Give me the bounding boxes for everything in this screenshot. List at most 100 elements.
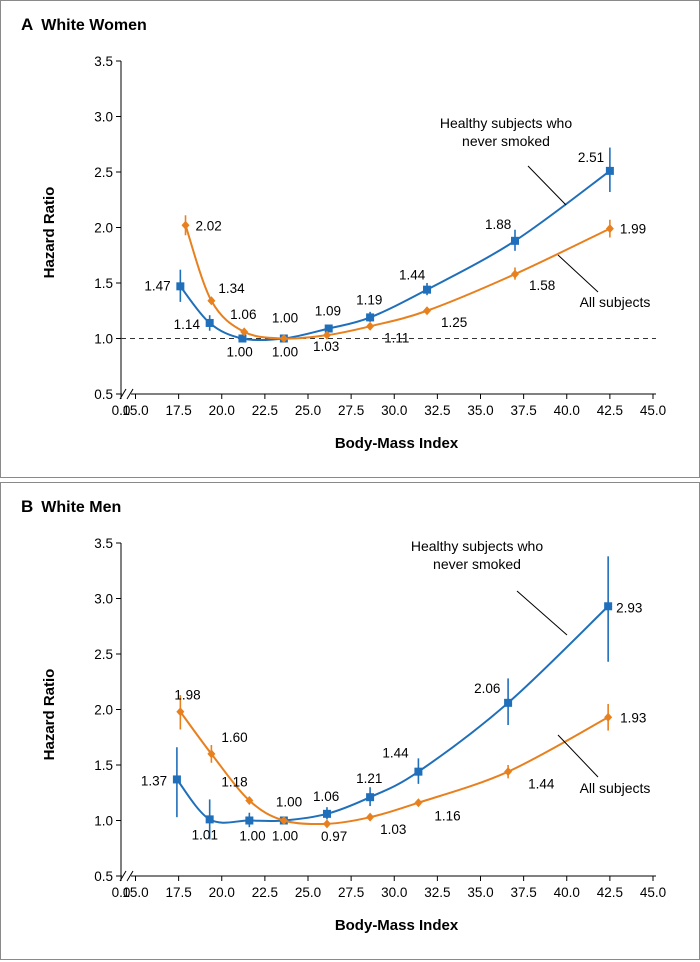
data-point-healthy xyxy=(604,602,613,611)
y-tick-label: 3.0 xyxy=(94,592,113,607)
data-point-healthy xyxy=(605,166,614,175)
data-label-healthy: 1.37 xyxy=(141,773,167,788)
data-point-all xyxy=(207,749,216,759)
data-label-all: 1.00 xyxy=(272,311,298,326)
x-tick-label: 45.0 xyxy=(640,885,666,900)
data-point-all xyxy=(207,296,216,306)
data-point-healthy xyxy=(366,313,375,322)
data-point-healthy xyxy=(245,816,254,825)
axis-break-mark xyxy=(119,870,127,882)
panel-b: B White Men 0.5 1.0 1.5 2.0 2.5 3.0 3.5 0.0 15.0 1… xyxy=(0,482,700,960)
data-label-all: 1.60 xyxy=(221,730,247,745)
data-point-healthy xyxy=(322,809,331,818)
data-point-all xyxy=(366,321,375,331)
legend-leader-healthy xyxy=(527,165,567,206)
data-label-all: 0.97 xyxy=(321,829,347,844)
panel-letter: B xyxy=(21,497,34,516)
y-tick-label: 1.0 xyxy=(94,332,113,347)
x-tick-label: 22.5 xyxy=(252,403,278,418)
x-tick-label: 0.0 xyxy=(112,403,131,418)
y-tick-label: 3.5 xyxy=(94,536,113,551)
x-tick-label: 32.5 xyxy=(424,885,450,900)
x-tick-label: 17.5 xyxy=(165,403,191,418)
data-label-all: 1.25 xyxy=(441,315,467,330)
x-axis-title: Body-Mass Index xyxy=(335,435,459,452)
y-tick-label: 2.5 xyxy=(94,647,113,662)
data-point-all xyxy=(604,712,613,722)
data-label-healthy: 1.44 xyxy=(399,268,426,283)
data-label-healthy: 2.93 xyxy=(616,600,642,615)
legend-label-healthy: never smoked xyxy=(462,133,550,149)
x-tick-label: 22.5 xyxy=(252,885,278,900)
panel-a: A White Women 0.5 1.0 1.5 2.0 2.5 3.0 3.5 0.0 15.… xyxy=(0,0,700,478)
data-point-healthy xyxy=(423,285,432,294)
legend-label-healthy: Healthy subjects who xyxy=(411,538,544,554)
panel-letter: A xyxy=(21,15,34,34)
data-label-all: 1.06 xyxy=(230,307,256,322)
legend-label-healthy: never smoked xyxy=(433,556,521,572)
data-point-all xyxy=(414,798,423,808)
data-point-healthy xyxy=(504,698,513,707)
data-label-all: 2.02 xyxy=(196,218,222,233)
y-tick-label: 3.5 xyxy=(94,54,113,69)
chart-b: 0.5 1.0 1.5 2.0 2.5 3.0 3.5 0.015.0 17.5 20.0 22.5… xyxy=(41,536,666,934)
legend-leader-all xyxy=(557,734,599,778)
data-label-healthy: 1.44 xyxy=(382,746,409,761)
data-point-all xyxy=(279,816,288,825)
data-label-all: 1.93 xyxy=(620,710,646,725)
legend-label-all: All subjects xyxy=(580,294,651,310)
data-label-all: 1.44 xyxy=(528,777,555,792)
data-label-all: 1.03 xyxy=(313,339,339,354)
x-tick-label: 40.0 xyxy=(554,403,580,418)
x-tick-label: 20.0 xyxy=(209,403,235,418)
y-tick-label: 0.5 xyxy=(94,869,113,884)
data-point-healthy xyxy=(324,324,333,333)
data-point-healthy xyxy=(176,282,185,291)
axis-break-mark xyxy=(126,870,134,882)
data-label-all: 1.18 xyxy=(221,775,247,790)
data-point-all xyxy=(504,767,513,777)
y-tick-label: 0.5 xyxy=(94,387,113,402)
y-tick-label: 2.0 xyxy=(94,221,113,236)
data-label-healthy: 2.51 xyxy=(578,150,604,165)
data-point-all xyxy=(176,707,185,717)
data-point-all xyxy=(279,334,288,343)
data-point-healthy xyxy=(205,318,214,327)
data-label-all: 1.11 xyxy=(384,330,409,345)
x-tick-label: 15.0 xyxy=(122,403,148,418)
y-axis-title: Hazard Ratio xyxy=(41,187,58,279)
y-tick-label: 2.0 xyxy=(94,703,113,718)
data-point-all xyxy=(322,819,331,829)
x-tick-label: 27.5 xyxy=(338,885,364,900)
data-point-healthy xyxy=(511,236,519,245)
x-tick-label: 42.5 xyxy=(597,403,623,418)
chart-a: 0.5 1.0 1.5 2.0 2.5 3.0 3.5 0.015.0 17.5 20.0 22.5… xyxy=(41,54,666,452)
x-tick-label: 37.5 xyxy=(510,885,536,900)
x-tick-label: 32.5 xyxy=(424,403,450,418)
x-tick-label: 37.5 xyxy=(510,403,536,418)
legend-label-healthy: Healthy subjects who xyxy=(440,115,573,131)
data-label-healthy: 2.06 xyxy=(474,681,500,696)
data-label-healthy: 1.00 xyxy=(239,829,265,844)
data-label-all: 1.34 xyxy=(218,281,245,296)
data-label-healthy: 1.21 xyxy=(356,771,382,786)
data-point-all xyxy=(511,269,519,279)
data-label-healthy: 1.01 xyxy=(192,827,218,842)
axis-break-mark xyxy=(119,388,127,400)
data-point-all xyxy=(605,224,614,234)
y-tick-label: 1.5 xyxy=(94,276,113,291)
data-point-all xyxy=(240,327,249,337)
data-point-healthy xyxy=(414,767,423,776)
legend-label-all: All subjects xyxy=(580,780,651,796)
data-label-healthy: 1.88 xyxy=(485,217,511,232)
data-label-healthy: 1.14 xyxy=(174,317,201,332)
panel-b-title: B White Men xyxy=(21,497,121,517)
data-label-healthy: 1.06 xyxy=(313,789,339,804)
data-label-healthy: 1.19 xyxy=(356,292,382,307)
x-tick-label: 0.0 xyxy=(112,885,131,900)
x-tick-label: 20.0 xyxy=(209,885,235,900)
panel-name: White Men xyxy=(41,499,122,516)
data-point-all xyxy=(322,330,331,340)
data-point-healthy xyxy=(238,334,247,343)
x-tick-label: 30.0 xyxy=(381,885,407,900)
